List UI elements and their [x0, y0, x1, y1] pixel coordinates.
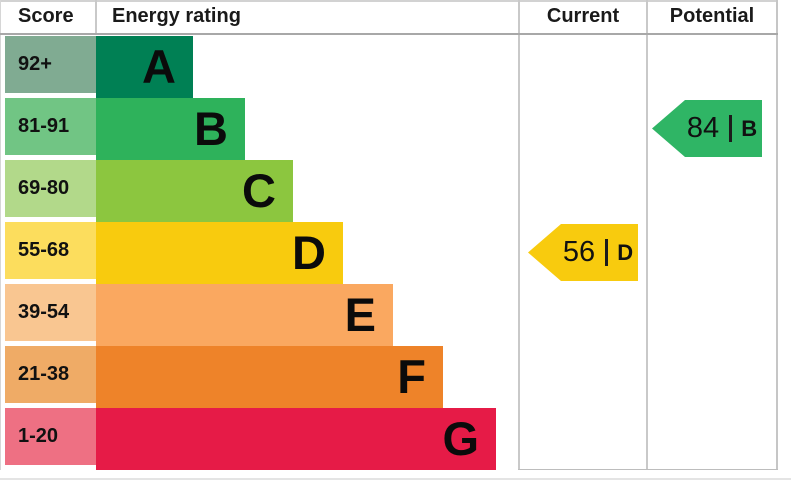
band-row-d: 55-68 D [0, 222, 519, 284]
table-top-border [0, 0, 778, 2]
current-band-letter: D [617, 239, 634, 265]
band-row-g: 1-20 G [0, 408, 519, 470]
potential-rating-arrow: 84 B [652, 100, 762, 157]
pipe-divider-icon [729, 115, 733, 142]
table-bottom-border [518, 469, 778, 470]
score-range-label: 69-80 [5, 160, 96, 217]
score-range-label: 55-68 [5, 222, 96, 279]
band-bar-letter: F [96, 346, 443, 408]
pipe-divider-icon [605, 239, 609, 266]
current-score-value: 56 [562, 236, 596, 268]
band-bar-letter: C [96, 160, 293, 222]
potential-band-letter: B [741, 115, 758, 141]
score-range-label: 21-38 [5, 346, 96, 403]
band-row-b: 81-91 B [0, 98, 519, 160]
band-row-c: 69-80 C [0, 160, 519, 222]
score-range-label: 92+ [5, 36, 96, 93]
header-bottom-border [0, 33, 778, 35]
score-header-label: Score [18, 5, 74, 27]
band-row-e: 39-54 E [0, 284, 519, 346]
energy-rating-header-label: Energy rating [112, 5, 241, 27]
band-bar-letter: E [96, 284, 393, 346]
band-bar-letter: G [96, 408, 496, 470]
score-range-label: 81-91 [5, 98, 96, 155]
band-row-f: 21-38 F [0, 346, 519, 408]
score-column-divider [95, 0, 97, 33]
band-row-a: 92+ A [0, 36, 519, 98]
band-bar-letter: A [96, 36, 193, 98]
table-left-border [0, 0, 1, 470]
page-bottom-rule [0, 478, 791, 480]
current-header-label: Current [546, 5, 620, 27]
current-rating-arrow: 56 D [528, 224, 638, 281]
current-column-divider [518, 0, 520, 470]
potential-score-value: 84 [686, 112, 720, 144]
potential-header-label: Potential [669, 5, 755, 27]
score-range-label: 39-54 [5, 284, 96, 341]
table-right-border [776, 0, 778, 470]
potential-column-divider [646, 0, 648, 470]
band-bar-letter: B [96, 98, 245, 160]
band-bar-letter: D [96, 222, 343, 284]
score-range-label: 1-20 [5, 408, 96, 465]
